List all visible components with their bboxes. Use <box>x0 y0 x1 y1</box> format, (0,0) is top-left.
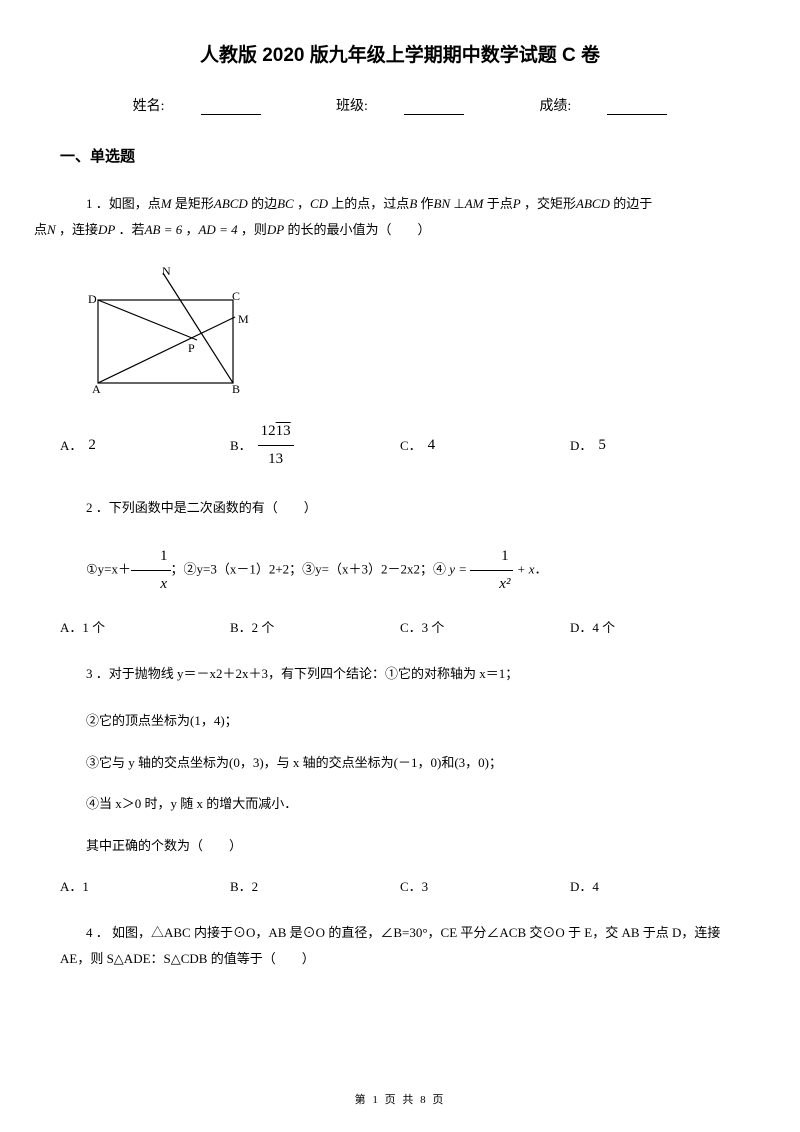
option-b: B．2 <box>230 875 400 898</box>
question-4: 4 ． 如图，△ABC 内接于⊙O，AB 是⊙O 的直径，∠B=30°，CE 平… <box>60 920 740 972</box>
svg-text:A: A <box>92 382 101 396</box>
svg-text:M: M <box>238 312 249 326</box>
option-c: C．3 <box>400 875 570 898</box>
option-c: C． 4 <box>400 418 570 473</box>
score-label: 成绩: <box>521 99 685 114</box>
option-a: A．1 个 <box>60 616 230 639</box>
section-header: 一、单选题 <box>60 145 740 166</box>
svg-text:C: C <box>232 289 240 303</box>
question-3-item4: ④当 x＞0 时，y 随 x 的增大而减小． <box>60 792 740 815</box>
question-3-item5: 其中正确的个数为（ ） <box>60 834 740 857</box>
option-d: D． 5 <box>570 418 740 473</box>
question-3-item3: ③它与 y 轴的交点坐标为(0，3)，与 x 轴的交点坐标为(－1，0)和(3，… <box>60 751 740 774</box>
question-2: 2 ．下列函数中是二次函数的有（ ） <box>60 495 740 521</box>
option-d: D．4 个 <box>570 616 740 639</box>
svg-text:N: N <box>162 265 171 278</box>
option-b: B．2 个 <box>230 616 400 639</box>
svg-text:D: D <box>88 292 97 306</box>
page-title: 人教版 2020 版九年级上学期期中数学试题 C 卷 <box>60 40 740 67</box>
option-b: B． 1213 13 <box>230 418 400 473</box>
question-1-figure: A B C D M N P <box>80 265 740 400</box>
page-footer: 第 1 页 共 8 页 <box>0 1091 800 1107</box>
option-d: D．4 <box>570 875 740 898</box>
svg-text:P: P <box>188 341 195 355</box>
option-a: A． 2 <box>60 418 230 473</box>
geometry-figure: A B C D M N P <box>80 265 260 400</box>
score-blank <box>607 101 667 115</box>
class-blank <box>404 101 464 115</box>
question-2-options: A．1 个 B．2 个 C．3 个 D．4 个 <box>60 616 740 639</box>
question-1-options: A． 2 B． 1213 13 C． 4 D． 5 <box>60 418 740 473</box>
name-label: 姓名: <box>115 99 279 114</box>
option-a: A．1 <box>60 875 230 898</box>
option-c: C．3 个 <box>400 616 570 639</box>
student-info-line: 姓名: 班级: 成绩: <box>60 95 740 115</box>
question-1: 1 ．如图，点M 是矩形ABCD 的边BC ，CD 上的点，过点B 作BN ⊥A… <box>60 191 740 243</box>
svg-text:B: B <box>232 382 240 396</box>
question-3: 3 ．对于抛物线 y＝－x2＋2x＋3，有下列四个结论：①它的对称轴为 x＝1； <box>60 661 740 687</box>
name-blank <box>201 101 261 115</box>
question-3-item2: ②它的顶点坐标为(1，4)； <box>60 709 740 732</box>
class-label: 班级: <box>318 99 482 114</box>
question-3-options: A．1 B．2 C．3 D．4 <box>60 875 740 898</box>
question-2-items: ①y=x＋1x；②y=3（x－1）2+2；③y=（x＋3）2－2x2；④ y =… <box>60 543 740 598</box>
